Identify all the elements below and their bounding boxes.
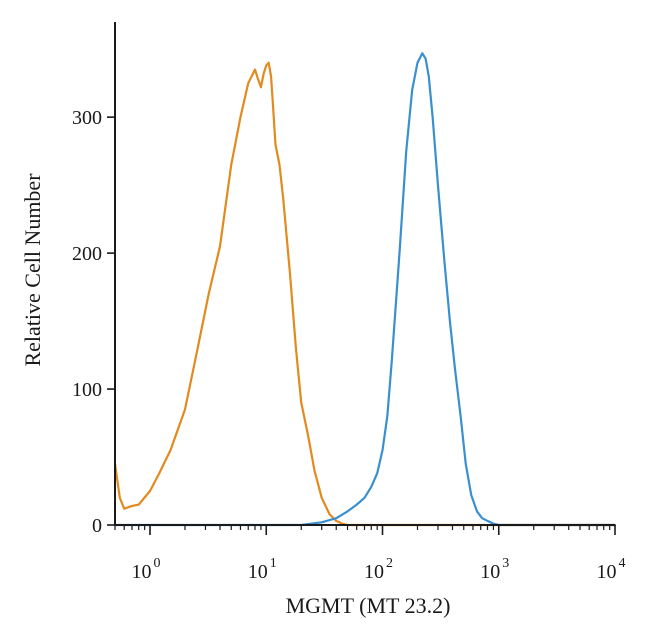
y-axis-title: Relative Cell Number	[20, 173, 45, 367]
x-tick-label-base: 10	[248, 561, 268, 583]
x-tick-label: 10 2	[364, 556, 393, 583]
x-tick-label-base: 10	[364, 561, 384, 583]
x-tick-label-base: 10	[480, 561, 500, 583]
x-tick-label-exponent: 0	[153, 556, 160, 571]
ticks	[107, 116, 616, 535]
y-tick-label: 200	[72, 243, 102, 265]
y-tick-label: 0	[92, 515, 102, 537]
x-tick-label-exponent: 1	[270, 556, 277, 571]
x-tick-label: 10 0	[131, 556, 160, 583]
x-axis-title: MGMT (MT 23.2)	[286, 593, 451, 618]
x-tick-label: 10 3	[480, 556, 509, 583]
series-line-2	[113, 52, 617, 527]
x-tick-label-exponent: 4	[619, 556, 626, 571]
x-tick-label-exponent: 2	[386, 556, 393, 571]
plot-area	[113, 52, 617, 527]
series-line-1	[113, 61, 617, 527]
x-tick-label-base: 10	[131, 561, 151, 583]
x-tick-label-base: 10	[597, 561, 617, 583]
axes	[114, 22, 615, 526]
x-tick-label-exponent: 3	[502, 556, 509, 571]
y-tick-label: 300	[72, 107, 102, 129]
x-tick-label: 10 1	[248, 556, 277, 583]
y-tick-label: 100	[72, 379, 102, 401]
x-tick-label: 10 4	[597, 556, 626, 583]
